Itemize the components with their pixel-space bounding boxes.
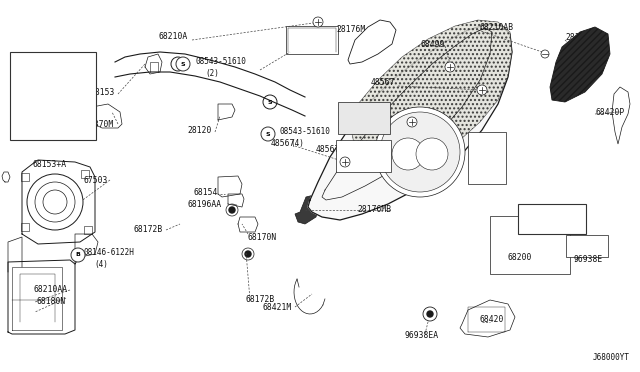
Bar [21, 223, 29, 231]
Circle shape [445, 62, 455, 72]
Text: 68172B: 68172B [134, 224, 163, 234]
Circle shape [226, 204, 238, 216]
Bar [286, 26, 338, 54]
Circle shape [427, 311, 433, 317]
Circle shape [176, 57, 190, 71]
Text: 68153+A: 68153+A [33, 160, 67, 169]
Bar [10, 52, 96, 140]
Circle shape [541, 50, 549, 58]
Text: J68000YT: J68000YT [593, 353, 630, 362]
Circle shape [171, 57, 185, 71]
Bar [468, 132, 506, 184]
Text: S: S [176, 61, 180, 67]
Text: 67503: 67503 [84, 176, 108, 185]
Circle shape [245, 251, 251, 257]
Text: S: S [268, 99, 272, 105]
Text: 68210AB: 68210AB [480, 22, 514, 32]
Circle shape [27, 174, 83, 230]
Text: 96938E: 96938E [573, 256, 602, 264]
Polygon shape [352, 20, 512, 168]
Bar [81, 170, 89, 178]
Text: 68180N: 68180N [36, 298, 66, 307]
Text: 68154: 68154 [194, 187, 218, 196]
Circle shape [71, 248, 85, 262]
Text: 48567: 48567 [316, 144, 340, 154]
Circle shape [35, 182, 75, 222]
Text: 68172B: 68172B [245, 295, 275, 304]
Bar [490, 216, 570, 274]
Text: 08543-51610: 08543-51610 [195, 57, 246, 66]
Text: B: B [76, 253, 81, 257]
Text: 68153: 68153 [91, 87, 115, 96]
Polygon shape [612, 87, 630, 144]
Polygon shape [550, 27, 610, 102]
Circle shape [242, 248, 254, 260]
Text: 68170N: 68170N [248, 232, 277, 241]
Polygon shape [460, 300, 515, 337]
Text: 68196AA: 68196AA [188, 199, 222, 208]
Text: 48567: 48567 [371, 77, 395, 87]
Circle shape [423, 307, 437, 321]
Text: 28120: 28120 [188, 125, 212, 135]
Bar [566, 235, 608, 257]
Text: S: S [266, 131, 270, 137]
Text: 68499: 68499 [420, 39, 445, 48]
Text: (4): (4) [290, 139, 304, 148]
Circle shape [477, 85, 487, 95]
Polygon shape [308, 24, 512, 220]
Bar [30, 76, 68, 112]
Circle shape [313, 17, 323, 27]
Circle shape [263, 95, 277, 109]
Text: 68210AA: 68210AA [34, 285, 68, 295]
Text: 08146-6122H: 08146-6122H [84, 248, 135, 257]
Circle shape [375, 107, 465, 197]
Text: 68420: 68420 [480, 315, 504, 324]
Circle shape [229, 207, 235, 213]
Text: 68210A: 68210A [159, 32, 188, 41]
Text: 28176MA: 28176MA [565, 32, 599, 42]
Bar [21, 173, 29, 181]
Circle shape [392, 138, 424, 170]
Text: 68101B: 68101B [538, 215, 566, 224]
Circle shape [416, 138, 448, 170]
Circle shape [340, 157, 350, 167]
Bar [338, 102, 390, 134]
Text: 28176MB: 28176MB [358, 205, 392, 214]
Text: (4): (4) [94, 260, 108, 269]
Text: S: S [180, 61, 186, 67]
Text: 68421M: 68421M [263, 302, 292, 311]
Polygon shape [295, 194, 320, 224]
Text: 48567: 48567 [271, 138, 295, 148]
Text: 67870M: 67870M [84, 119, 114, 128]
Polygon shape [348, 20, 396, 64]
Bar [336, 140, 391, 172]
Text: 08543-51610: 08543-51610 [280, 127, 331, 136]
Text: 68420P: 68420P [595, 108, 624, 116]
Circle shape [261, 127, 275, 141]
Text: 68200: 68200 [507, 253, 531, 262]
Text: 96938EA: 96938EA [405, 331, 439, 340]
Bar [84, 226, 92, 234]
Bar [518, 204, 586, 234]
Text: (2): (2) [205, 69, 219, 78]
Circle shape [43, 190, 67, 214]
Circle shape [407, 117, 417, 127]
Text: 28176M: 28176M [337, 25, 366, 33]
Circle shape [380, 112, 460, 192]
